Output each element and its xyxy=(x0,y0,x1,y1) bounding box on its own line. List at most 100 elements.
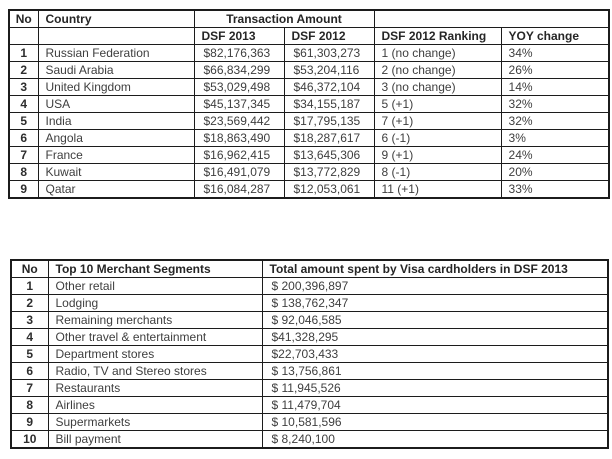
cell-dsf-2012-amount: $34,155,187 xyxy=(283,95,375,113)
cell-total-amount: $ 11,945,526 xyxy=(261,379,609,397)
cell-merchant-segment: Supermarkets xyxy=(47,413,263,431)
cell-no: 9 xyxy=(8,180,39,199)
table-subheader-row: DSF 2013 DSF 2012 DSF 2012 Ranking YOY c… xyxy=(8,27,610,45)
table-row: 4 USA $45,137,345 $34,155,187 5 (+1) 32% xyxy=(8,95,610,113)
cell-country: USA xyxy=(37,95,195,113)
cell-total-amount: $ 10,581,596 xyxy=(261,413,609,431)
cell-dsf-2012-ranking: 9 (+1) xyxy=(373,146,502,164)
cell-yoy-change: 32% xyxy=(500,112,610,130)
cell-no: 8 xyxy=(10,396,49,414)
table-row: 3 United Kingdom $53,029,498 $46,372,104 3 (… xyxy=(8,78,610,96)
cell-no: 3 xyxy=(10,311,49,329)
table-row: 6 Radio, TV and Stereo stores $ 13,756,861 xyxy=(10,362,609,380)
cell-total-amount: $41,328,295 xyxy=(261,328,609,346)
cell-merchant-segment: Remaining merchants xyxy=(47,311,263,329)
cell-merchant-segment: Airlines xyxy=(47,396,263,414)
table-row: 8 Airlines $ 11,479,704 xyxy=(10,396,609,414)
cell-country: India xyxy=(37,112,195,130)
cell-no: 1 xyxy=(10,277,49,295)
table-row: 2 Saudi Arabia $66,834,299 $53,204,116 2 (no… xyxy=(8,61,610,79)
cell-dsf-2012-ranking: 8 (-1) xyxy=(373,163,502,181)
cell-yoy-change: 24% xyxy=(500,146,610,164)
table-row: 5 India $23,569,442 $17,795,135 7 (+1) 32% xyxy=(8,112,610,130)
cell-no: 2 xyxy=(8,61,39,79)
header-no: No xyxy=(8,9,39,28)
cell-dsf-2012-amount: $18,287,617 xyxy=(283,129,375,147)
cell-dsf-2013-amount: $45,137,345 xyxy=(193,95,285,113)
cell-dsf-2012-amount: $61,303,273 xyxy=(283,44,375,62)
table-row: 3 Remaining merchants $ 92,046,585 xyxy=(10,311,609,329)
cell-dsf-2013-amount: $18,863,490 xyxy=(193,129,285,147)
table-row: 6 Angola $18,863,490 $18,287,617 6 (-1) 3% xyxy=(8,129,610,147)
table-row: 1 Other retail $ 200,396,897 xyxy=(10,277,609,295)
header-no: No xyxy=(10,259,49,278)
header-empty-cell xyxy=(373,9,610,28)
cell-dsf-2012-amount: $46,372,104 xyxy=(283,78,375,96)
cell-no: 7 xyxy=(10,379,49,397)
cell-dsf-2012-ranking: 11 (+1) xyxy=(373,180,502,199)
cell-dsf-2012-amount: $13,645,306 xyxy=(283,146,375,164)
table-row: 5 Department stores $22,703,433 xyxy=(10,345,609,363)
cell-no: 10 xyxy=(10,430,49,449)
cell-total-amount: $22,703,433 xyxy=(261,345,609,363)
cell-dsf-2012-ranking: 5 (+1) xyxy=(373,95,502,113)
subheader-no-empty xyxy=(8,27,39,45)
table-row: 9 Qatar $16,084,287 $12,053,061 11 (+1) 33% xyxy=(8,180,610,199)
cell-no: 1 xyxy=(8,44,39,62)
cell-yoy-change: 20% xyxy=(500,163,610,181)
cell-country: France xyxy=(37,146,195,164)
cell-dsf-2012-amount: $53,204,116 xyxy=(283,61,375,79)
cell-total-amount: $ 8,240,100 xyxy=(261,430,609,449)
cell-no: 2 xyxy=(10,294,49,312)
merchant-segments-table: No Top 10 Merchant Segments Total amount… xyxy=(10,259,609,449)
cell-dsf-2012-ranking: 3 (no change) xyxy=(373,78,502,96)
cell-no: 6 xyxy=(10,362,49,380)
header-total-amount: Total amount spent by Visa cardholders i… xyxy=(261,259,609,278)
table-header-row: No Country Transaction Amount xyxy=(8,9,610,28)
cell-dsf-2012-ranking: 6 (-1) xyxy=(373,129,502,147)
cell-dsf-2012-ranking: 7 (+1) xyxy=(373,112,502,130)
cell-country: Russian Federation xyxy=(37,44,195,62)
cell-country: Kuwait xyxy=(37,163,195,181)
cell-country: Angola xyxy=(37,129,195,147)
cell-merchant-segment: Radio, TV and Stereo stores xyxy=(47,362,263,380)
cell-dsf-2013-amount: $53,029,498 xyxy=(193,78,285,96)
cell-dsf-2013-amount: $16,084,287 xyxy=(193,180,285,199)
cell-merchant-segment: Other retail xyxy=(47,277,263,295)
cell-dsf-2013-amount: $82,176,363 xyxy=(193,44,285,62)
cell-no: 6 xyxy=(8,129,39,147)
table-row: 7 Restaurants $ 11,945,526 xyxy=(10,379,609,397)
cell-merchant-segment: Restaurants xyxy=(47,379,263,397)
cell-no: 5 xyxy=(8,112,39,130)
cell-total-amount: $ 13,756,861 xyxy=(261,362,609,380)
cell-yoy-change: 33% xyxy=(500,180,610,199)
table-row: 9 Supermarkets $ 10,581,596 xyxy=(10,413,609,431)
table-header-row: No Top 10 Merchant Segments Total amount… xyxy=(10,259,609,278)
cell-dsf-2013-amount: $23,569,442 xyxy=(193,112,285,130)
cell-merchant-segment: Bill payment xyxy=(47,430,263,449)
table-row: 10 Bill payment $ 8,240,100 xyxy=(10,430,609,449)
cell-dsf-2012-ranking: 2 (no change) xyxy=(373,61,502,79)
cell-no: 4 xyxy=(8,95,39,113)
cell-merchant-segment: Lodging xyxy=(47,294,263,312)
cell-country: United Kingdom xyxy=(37,78,195,96)
cell-country: Qatar xyxy=(37,180,195,199)
cell-no: 8 xyxy=(8,163,39,181)
cell-total-amount: $ 138,762,347 xyxy=(261,294,609,312)
header-dsf-2013: DSF 2013 xyxy=(193,27,285,45)
table-row: 8 Kuwait $16,491,079 $13,772,829 8 (-1) 20% xyxy=(8,163,610,181)
cell-total-amount: $ 92,046,585 xyxy=(261,311,609,329)
header-country: Country xyxy=(37,9,195,28)
cell-merchant-segment: Other travel & entertainment xyxy=(47,328,263,346)
cell-yoy-change: 14% xyxy=(500,78,610,96)
cell-dsf-2013-amount: $16,491,079 xyxy=(193,163,285,181)
table-row: 2 Lodging $ 138,762,347 xyxy=(10,294,609,312)
header-merchant-segments: Top 10 Merchant Segments xyxy=(47,259,263,278)
header-transaction-amount: Transaction Amount xyxy=(193,9,375,28)
table-row: 4 Other travel & entertainment $41,328,295 xyxy=(10,328,609,346)
cell-total-amount: $ 200,396,897 xyxy=(261,277,609,295)
cell-no: 5 xyxy=(10,345,49,363)
table-row: 7 France $16,962,415 $13,645,306 9 (+1) 24% xyxy=(8,146,610,164)
cell-no: 3 xyxy=(8,78,39,96)
